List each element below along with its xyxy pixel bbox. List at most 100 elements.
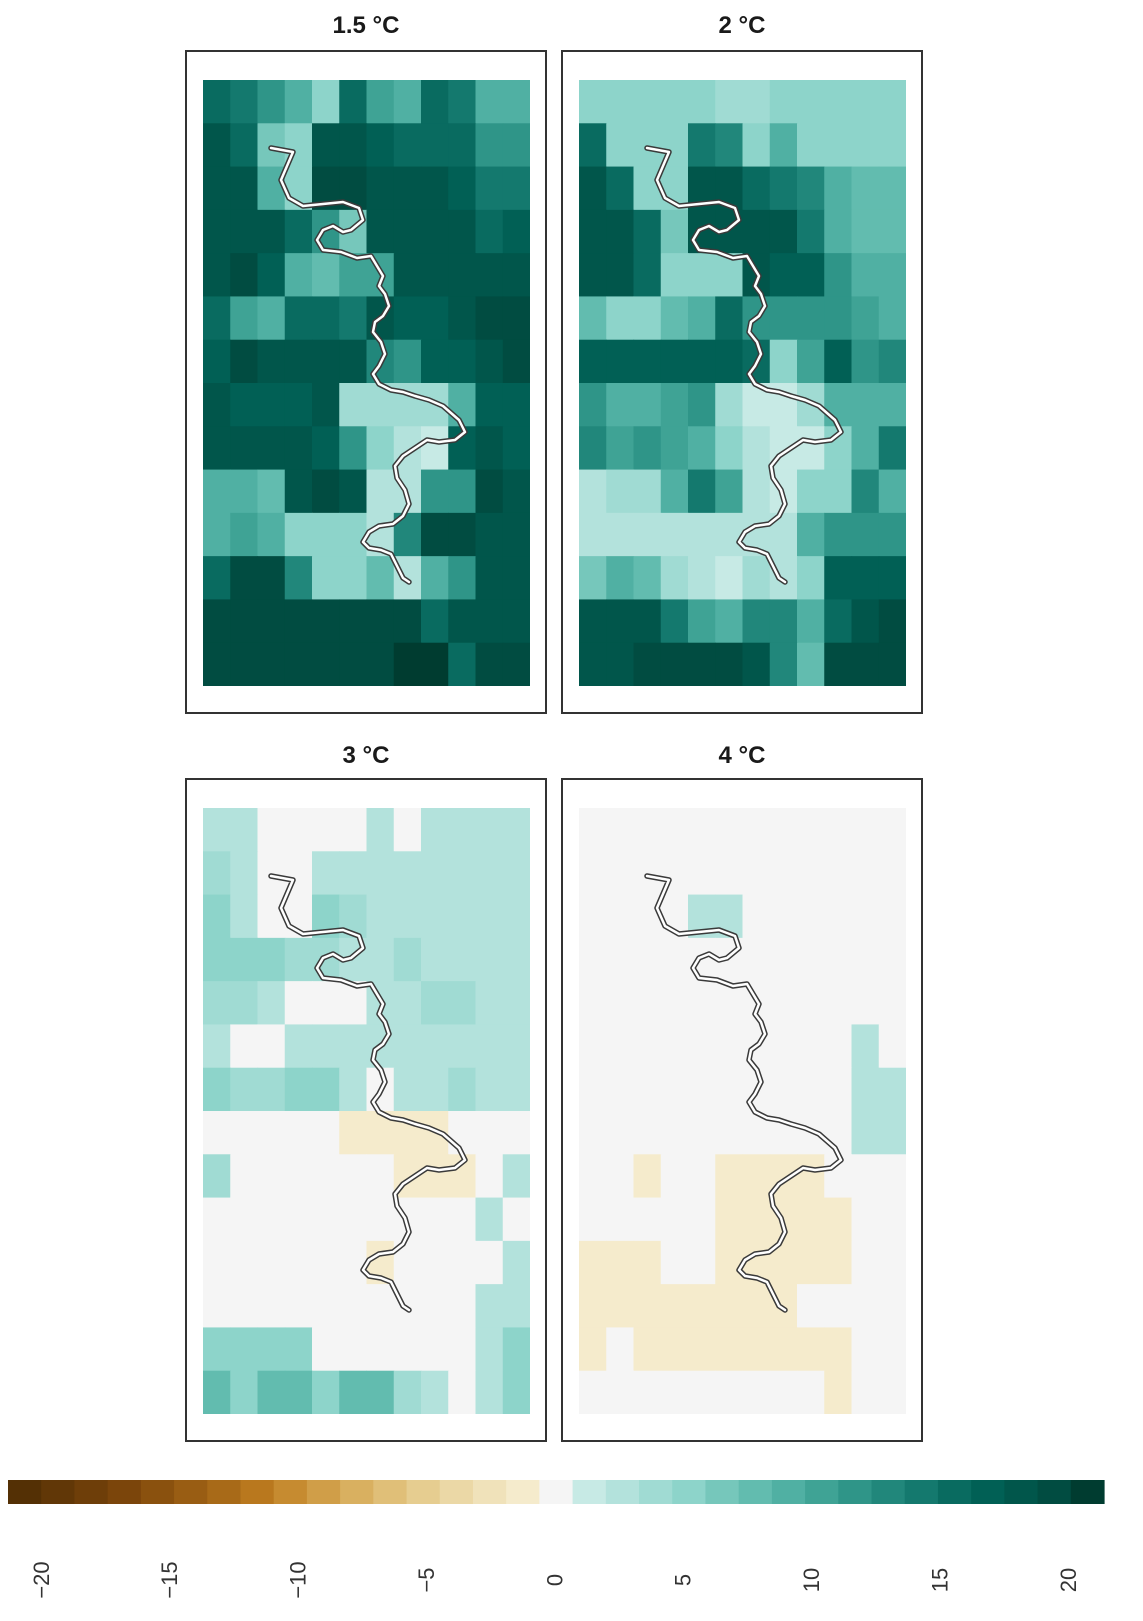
heatmap-cell bbox=[824, 1067, 853, 1112]
heatmap-cell bbox=[824, 1284, 853, 1329]
heatmap-cell bbox=[660, 556, 689, 601]
heatmap-cell bbox=[715, 851, 744, 896]
heatmap-cell bbox=[579, 894, 607, 939]
heatmap-cell bbox=[366, 123, 395, 168]
heatmap-cell bbox=[230, 1154, 259, 1199]
colorbar-swatch bbox=[273, 1480, 308, 1504]
heatmap-cell bbox=[579, 937, 607, 982]
heatmap-cell bbox=[230, 937, 259, 982]
heatmap-cell bbox=[688, 512, 716, 557]
heatmap-cell bbox=[203, 512, 231, 557]
heatmap-cell bbox=[606, 1154, 635, 1199]
heatmap-cell bbox=[715, 1067, 744, 1112]
heatmap-cell bbox=[203, 981, 231, 1026]
river-channel bbox=[269, 874, 467, 1312]
heatmap-cell bbox=[878, 166, 906, 211]
heatmap-cell bbox=[284, 383, 313, 427]
heatmap-cell bbox=[688, 253, 716, 298]
heatmap-cell bbox=[715, 383, 744, 427]
heatmap-cell bbox=[366, 1197, 395, 1242]
heatmap-cell bbox=[878, 1067, 906, 1112]
heatmap-cell bbox=[824, 253, 853, 298]
heatmap-cell bbox=[824, 1327, 853, 1372]
heatmap-cell bbox=[851, 166, 880, 211]
colorbar-tick-label: 10 bbox=[799, 1568, 824, 1592]
heatmap-cell bbox=[851, 1024, 880, 1069]
heatmap-cell bbox=[660, 1327, 689, 1372]
heatmap-cell bbox=[633, 253, 662, 298]
heatmap-cell bbox=[660, 1111, 689, 1155]
heatmap-cell bbox=[851, 808, 880, 852]
heatmap-cell bbox=[878, 937, 906, 982]
heatmap-cell bbox=[851, 1370, 880, 1414]
heatmap-cell bbox=[366, 1284, 395, 1329]
heatmap-cell bbox=[851, 1111, 880, 1155]
heatmap-cell bbox=[606, 1284, 635, 1329]
heatmap-cell bbox=[203, 123, 231, 168]
heatmap-cell bbox=[715, 469, 744, 514]
heatmap-cell bbox=[742, 1284, 771, 1329]
heatmap-cell bbox=[502, 512, 530, 557]
heatmap-cell bbox=[339, 599, 368, 644]
heatmap-cell bbox=[606, 512, 635, 557]
heatmap-cell bbox=[284, 1154, 313, 1199]
heatmap-cell bbox=[579, 166, 607, 211]
heatmap-cell bbox=[312, 937, 340, 982]
heatmap-cell bbox=[475, 937, 504, 982]
heatmap-cell bbox=[878, 339, 906, 384]
heatmap-cell bbox=[230, 426, 259, 471]
heatmap-cell bbox=[851, 1197, 880, 1242]
heatmap-cell bbox=[633, 937, 662, 982]
heatmap-cell bbox=[851, 642, 880, 686]
heatmap-cell bbox=[633, 808, 662, 852]
heatmap-cell bbox=[579, 426, 607, 471]
heatmap-cell bbox=[393, 1327, 422, 1372]
heatmap-cell bbox=[660, 1370, 689, 1414]
heatmap-cell bbox=[284, 937, 313, 982]
heatmap-cell bbox=[230, 556, 259, 601]
heatmap-cell bbox=[448, 556, 477, 601]
heatmap-cell bbox=[579, 642, 607, 686]
heatmap-cell bbox=[284, 1111, 313, 1155]
heatmap-cell bbox=[660, 469, 689, 514]
heatmap-cell bbox=[660, 426, 689, 471]
heatmap-cell bbox=[633, 512, 662, 557]
heatmap-cell bbox=[257, 426, 286, 471]
heatmap-cell bbox=[475, 981, 504, 1026]
heatmap-cell bbox=[688, 1284, 716, 1329]
heatmap-cell bbox=[339, 981, 368, 1026]
heatmap-cell bbox=[230, 469, 259, 514]
heatmap-cell bbox=[824, 383, 853, 427]
heatmap-cell bbox=[312, 1154, 340, 1199]
heatmap-cell bbox=[284, 599, 313, 644]
heatmap-cell bbox=[502, 209, 530, 254]
heatmap-cell bbox=[797, 1370, 825, 1414]
heatmap-cell bbox=[257, 1197, 286, 1242]
heatmap-cell bbox=[421, 469, 449, 514]
heatmap-cell bbox=[878, 209, 906, 254]
heatmap-cell bbox=[284, 808, 313, 852]
heatmap-cell bbox=[475, 296, 504, 341]
heatmap-cell bbox=[393, 1370, 422, 1414]
heatmap-cell bbox=[878, 469, 906, 514]
heatmap-cell bbox=[366, 556, 395, 601]
heatmap-cell bbox=[312, 642, 340, 686]
heatmap-cell bbox=[475, 426, 504, 471]
colorbar-swatch bbox=[871, 1480, 906, 1504]
heatmap-cell bbox=[797, 1154, 825, 1199]
heatmap-cell bbox=[230, 1370, 259, 1414]
heatmap-cell bbox=[797, 937, 825, 982]
heatmap-cell bbox=[715, 512, 744, 557]
heatmap-cell bbox=[769, 599, 798, 644]
heatmap-cell bbox=[230, 1284, 259, 1329]
heatmap-cell bbox=[502, 1154, 530, 1199]
heatmap-cell bbox=[284, 1370, 313, 1414]
heatmap-cell bbox=[579, 1240, 607, 1285]
heatmap-cell bbox=[633, 1284, 662, 1329]
heatmap-cell bbox=[421, 296, 449, 341]
heatmap-cell bbox=[393, 166, 422, 211]
colorbar-swatch bbox=[373, 1480, 408, 1504]
heatmap-cell bbox=[312, 339, 340, 384]
heatmap-cell bbox=[769, 166, 798, 211]
heatmap-cell bbox=[660, 1197, 689, 1242]
